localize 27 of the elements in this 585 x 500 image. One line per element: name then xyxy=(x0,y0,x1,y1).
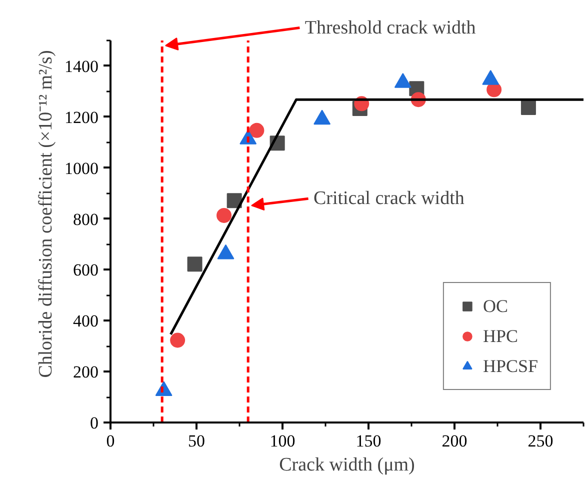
point xyxy=(520,100,536,115)
y-tick-label: 1200 xyxy=(64,108,98,127)
annotation: Threshold crack width xyxy=(304,17,476,38)
point xyxy=(216,208,232,223)
x-tick-label: 0 xyxy=(106,432,115,450)
y-axis-title: Chloride diffusion coefficient (×10⁻¹² m²/s) xyxy=(36,50,56,378)
y-tick-label: 1000 xyxy=(64,158,98,178)
y-tick-label: 200 xyxy=(73,362,98,382)
x-axis-title: Crack width (μm) xyxy=(279,454,415,476)
point xyxy=(170,332,186,348)
legend-label: HPC xyxy=(482,326,518,346)
point xyxy=(249,122,264,138)
x-tick-label: 250 xyxy=(528,432,554,450)
y-tick-label: 800 xyxy=(73,210,98,229)
point xyxy=(226,193,242,208)
y-tick-label: 1400 xyxy=(64,56,98,76)
point xyxy=(187,256,202,272)
y-tick-label: 600 xyxy=(73,260,98,280)
x-tick-label: 50 xyxy=(188,432,205,450)
x-tick-label: 200 xyxy=(442,432,468,450)
annotation: Critical crack width xyxy=(313,188,465,210)
x-tick-label: 100 xyxy=(270,432,296,450)
legend-label: OC xyxy=(482,296,508,316)
legend-label: HPCSF xyxy=(482,356,538,376)
y-tick-label: 0 xyxy=(90,414,98,432)
y-tick-label: 400 xyxy=(73,312,98,331)
x-tick-label: 150 xyxy=(356,432,382,450)
